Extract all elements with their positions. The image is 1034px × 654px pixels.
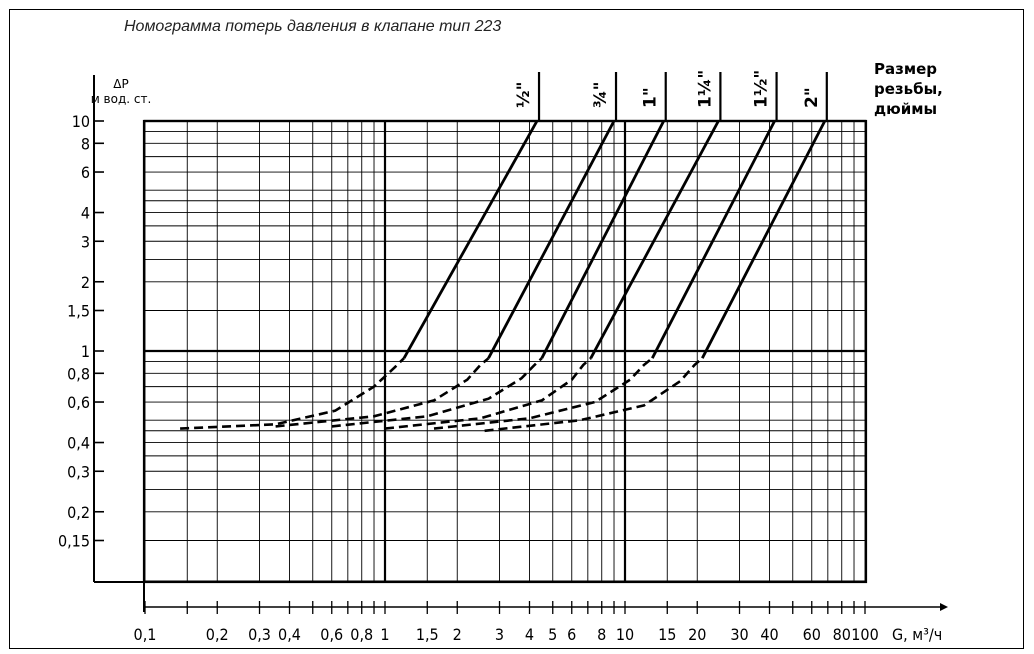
x-tick-label: 4 — [525, 625, 534, 644]
x-tick-label: 3 — [495, 625, 504, 644]
size-legend-title-line: резьбы, — [874, 80, 943, 98]
x-tick-label: 10 — [616, 625, 634, 644]
series-solid-segment — [540, 120, 665, 359]
y-tick-label: 4 — [81, 204, 90, 223]
y-tick-label: 1 — [81, 342, 90, 361]
x-tick-label: 0,8 — [350, 625, 373, 644]
y-tick-label: 2 — [81, 273, 90, 292]
x-tick-label: 20 — [688, 625, 706, 644]
x-tick-label: 1 — [380, 625, 389, 644]
series-solid-segment — [589, 120, 720, 359]
y-axis-title: ΔP — [113, 77, 128, 91]
x-tick-label: 0,6 — [320, 625, 343, 644]
y-tick-label: 1,5 — [67, 301, 90, 320]
x-tick-label: 6 — [567, 625, 576, 644]
series-solid-segment — [701, 120, 827, 359]
y-tick-label: 0,3 — [67, 462, 90, 481]
size-legend-title-line: дюймы — [874, 100, 937, 118]
series-dashed-segment — [433, 357, 654, 430]
series-dashed-segment — [384, 357, 592, 430]
y-axis-unit: м вод. ст. — [91, 92, 152, 106]
y-tick-label: 10 — [72, 112, 90, 131]
x-tick-label: 2 — [453, 625, 462, 644]
series-solid-segment — [651, 120, 776, 359]
y-tick-label: 0,15 — [58, 531, 90, 550]
x-tick-label: 0,3 — [248, 625, 271, 644]
size-label: ¾" — [591, 82, 611, 108]
y-tick-label: 0,2 — [67, 503, 90, 522]
x-tick-label: 0,4 — [278, 625, 301, 644]
x-tick-label: 5 — [548, 625, 557, 644]
x-axis-title: G, м³/ч — [892, 625, 942, 644]
axes — [93, 75, 948, 614]
series-solid-segment — [402, 120, 539, 359]
y-tick-label: 3 — [81, 232, 90, 251]
size-label: 2" — [802, 87, 822, 108]
x-tick-label: 30 — [730, 625, 748, 644]
y-tick-label: 0,4 — [67, 434, 90, 453]
y-tick-label: 0,8 — [67, 364, 90, 383]
x-tick-label: 0,2 — [206, 625, 229, 644]
size-legend-title: Размер резьбы, дюймы — [874, 60, 943, 118]
series-dashed-segment — [331, 357, 543, 428]
x-tick-label: 1,5 — [416, 625, 439, 644]
y-tick-label: 0,6 — [67, 393, 90, 412]
y-tick-label: 6 — [81, 163, 90, 182]
size-label: ½" — [514, 82, 534, 108]
size-legend-title-line: Размер — [874, 60, 937, 78]
size-label: 1" — [641, 87, 661, 108]
chart-title: Номограмма потерь давления в клапане тип… — [124, 18, 502, 35]
series-dashed-segment — [484, 357, 704, 433]
x-axis-arrow — [940, 603, 948, 611]
x-tick-label: 60 — [803, 625, 821, 644]
axis-labels: ΔPм вод. ст. G, м³/ч Размер резьбы, дюймы — [91, 60, 943, 644]
grid — [144, 119, 866, 582]
plot-border — [142, 119, 868, 584]
figure-frame — [9, 9, 1024, 649]
y-tick-label: 8 — [81, 134, 90, 153]
size-label: 1½" — [752, 70, 772, 108]
series-lines: ½" ¾" 1" 1¼" 1½" 2" — [180, 70, 828, 433]
x-tick-label: 0,1 — [134, 625, 157, 644]
x-tick-label: 80 — [833, 625, 851, 644]
tick-labels: 10 8 6 4 3 2 1,5 1 0,8 0,6 0,4 0,3 0,2 0,15 0,1 0,2 0,3 0… — [58, 112, 879, 644]
size-label: 1¼" — [695, 70, 715, 108]
series-dashed-segment — [180, 357, 405, 430]
x-tick-label: 100 — [851, 625, 878, 644]
x-tick-label: 8 — [597, 625, 606, 644]
series-solid-segment — [487, 120, 616, 359]
x-tick-label: 15 — [658, 625, 676, 644]
x-tick-label: 40 — [760, 625, 778, 644]
